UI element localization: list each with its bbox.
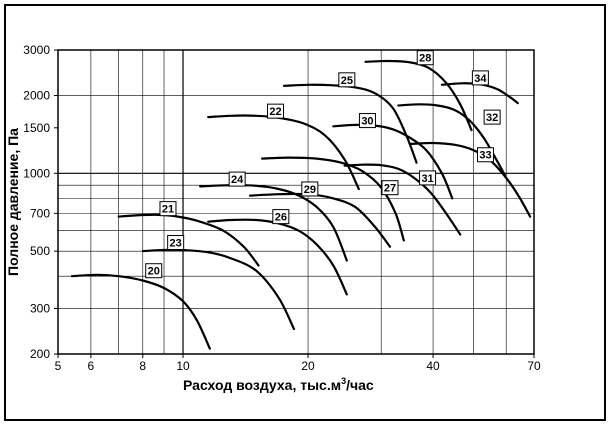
curve-28 <box>364 59 473 132</box>
curve-label-box <box>267 103 285 119</box>
curve-label-box <box>167 234 185 250</box>
y-tick-label: 2000 <box>23 89 50 103</box>
curve-label-text: 28 <box>419 53 431 65</box>
curve-label-box <box>416 50 434 66</box>
x-tick-label: 5 <box>55 359 62 373</box>
curve-label-text: 22 <box>269 106 281 118</box>
curve-label-box <box>419 170 437 186</box>
curve-30 <box>332 123 454 200</box>
curve-label-text: 33 <box>479 150 491 162</box>
curve-label-text: 21 <box>162 204 174 216</box>
curve-label-text: 20 <box>148 266 160 278</box>
curve-label-21: 21 <box>159 201 177 217</box>
x-tick-label: 8 <box>139 359 146 373</box>
x-tick-label: 10 <box>176 359 190 373</box>
curve-label-text: 30 <box>361 116 373 128</box>
curve-label-box <box>358 113 376 129</box>
curve-label-34: 34 <box>471 70 489 86</box>
curve-label-box <box>159 201 177 217</box>
curve-label-25: 25 <box>338 72 356 88</box>
curve-label-24: 24 <box>228 171 246 187</box>
curve-label-box <box>483 109 501 125</box>
y-tick-label: 3000 <box>23 43 50 57</box>
x-tick-label: 20 <box>301 359 315 373</box>
curve-label-32: 32 <box>483 109 501 125</box>
x-tick-label: 6 <box>88 359 95 373</box>
curve-label-29: 29 <box>301 181 319 197</box>
curve-label-text: 23 <box>170 237 182 249</box>
curve-label-text: 32 <box>486 112 498 124</box>
curve-label-28: 28 <box>416 50 434 66</box>
x-tick-label: 40 <box>426 359 440 373</box>
curve-label-33: 33 <box>477 147 495 163</box>
curve-label-22: 22 <box>267 103 285 119</box>
curve-23 <box>141 248 296 331</box>
curve-label-box <box>228 171 246 187</box>
curve-label-30: 30 <box>358 113 376 129</box>
x-axis-title: Расход воздуха, тыс.м3/час <box>183 376 374 393</box>
curve-label-box <box>381 180 399 196</box>
curve-29 <box>248 192 392 248</box>
plot-border <box>57 49 535 355</box>
x-axis-title-superscript: 3 <box>341 376 346 386</box>
curve-label-26: 26 <box>272 209 290 225</box>
curve-32 <box>397 103 508 179</box>
y-tick-label: 1500 <box>23 121 50 135</box>
y-tick-label: 500 <box>30 244 50 258</box>
curve-26 <box>207 218 348 296</box>
curve-label-text: 29 <box>304 184 316 196</box>
curve-label-box <box>338 72 356 88</box>
curve-label-text: 34 <box>474 73 487 85</box>
curve-label-27: 27 <box>381 180 399 196</box>
curve-label-box <box>272 209 290 225</box>
curve-label-box <box>477 147 495 163</box>
grid <box>58 50 534 354</box>
curve-25 <box>282 83 418 164</box>
curve-21 <box>117 213 260 267</box>
curves <box>70 59 532 350</box>
curve-label-23: 23 <box>167 234 185 250</box>
curve-label-text: 25 <box>341 75 353 87</box>
curve-label-box <box>471 70 489 86</box>
curve-label-text: 27 <box>384 183 396 195</box>
curve-22 <box>207 114 360 191</box>
curve-31 <box>343 163 462 236</box>
curve-label-text: 24 <box>231 174 244 186</box>
curve-label-text: 26 <box>275 212 287 224</box>
y-tick-label: 1000 <box>23 166 50 180</box>
y-tick-label: 200 <box>30 347 50 361</box>
y-axis-title: Полное давление, Па <box>5 128 21 276</box>
chart-frame <box>4 4 606 421</box>
y-axis-ticks: 200 300 500 700 1000 1500 2000 3000 <box>23 43 58 361</box>
y-tick-label: 300 <box>30 301 50 315</box>
curve-label-box <box>145 263 163 279</box>
curve-20 <box>70 273 211 350</box>
y-tick-label: 700 <box>30 206 50 220</box>
curve-label-box <box>301 181 319 197</box>
curve-label-text: 31 <box>421 173 433 185</box>
curve-34 <box>440 82 519 105</box>
curve-labels: 20 21 23 24 26 22 29 27 25 30 31 28 32 33 34 <box>145 50 501 279</box>
x-axis-ticks: 5 6 8 10 20 40 70 <box>55 354 541 373</box>
curve-label-31: 31 <box>419 170 437 186</box>
curve-label-20: 20 <box>145 263 163 279</box>
x-tick-label: 70 <box>527 359 541 373</box>
